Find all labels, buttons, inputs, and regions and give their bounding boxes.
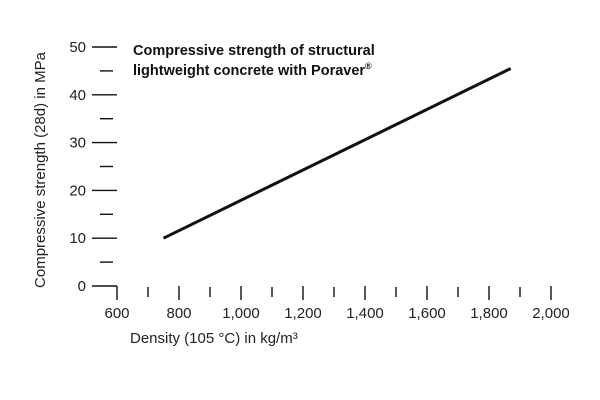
- y-tick-label: 50: [69, 39, 86, 56]
- chart-title-superscript: ®: [365, 61, 372, 71]
- y-tick-label: 30: [69, 135, 86, 152]
- series-layer: [162, 67, 512, 240]
- axes: 0 10 20 30 40 50 600 800 1,000 1,200 1,400 1,600 1,8…: [69, 39, 569, 322]
- x-tick-label: 1,200: [284, 305, 322, 322]
- chart-title-line2-text: lightweight concrete with Poraver: [133, 63, 365, 79]
- x-tick-label: 600: [104, 305, 129, 322]
- x-tick-label: 1,400: [346, 305, 384, 322]
- x-tick-label: 800: [166, 305, 191, 322]
- x-tick-label: 1,800: [470, 305, 508, 322]
- x-tick-label: 1,600: [408, 305, 446, 322]
- y-tick-label: 0: [78, 278, 86, 295]
- x-tick-label: 2,000: [532, 305, 570, 322]
- chart-title-line1: Compressive strength of structural: [133, 43, 375, 59]
- x-tick-label: 1,000: [222, 305, 260, 322]
- chart-title-line2: lightweight concrete with Poraver®: [133, 61, 372, 79]
- y-tick-label: 40: [69, 87, 86, 104]
- x-axis-title: Density (105 °C) in kg/m³: [130, 330, 298, 347]
- y-axis-title: Compressive strength (28d) in MPa: [32, 51, 49, 288]
- y-tick-label: 20: [69, 182, 86, 199]
- series-line: [162, 67, 512, 240]
- y-tick-label: 10: [69, 230, 86, 247]
